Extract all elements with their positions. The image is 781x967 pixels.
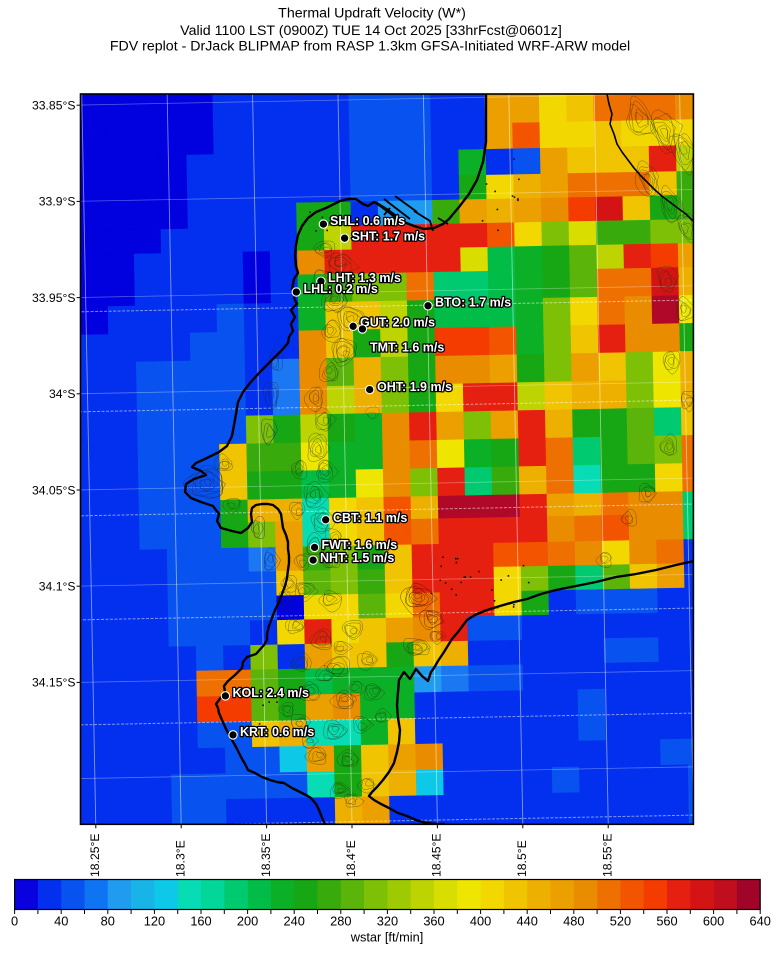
svg-text:NHT: 1.5 m/s: NHT: 1.5 m/s — [320, 551, 394, 565]
svg-text:18.55°E: 18.55°E — [600, 833, 614, 877]
svg-text:33.95°S: 33.95°S — [32, 291, 76, 305]
svg-text:80: 80 — [101, 914, 115, 929]
svg-text:GUT: 2.0 m/s: GUT: 2.0 m/s — [360, 316, 435, 330]
svg-text:40: 40 — [54, 914, 68, 929]
svg-text:18.3°E: 18.3°E — [173, 840, 187, 877]
svg-text:320: 320 — [377, 914, 398, 929]
svg-text:640: 640 — [750, 914, 771, 929]
svg-text:120: 120 — [144, 914, 165, 929]
svg-text:200: 200 — [237, 914, 258, 929]
svg-text:LHL: 0.2 m/s: LHL: 0.2 m/s — [304, 282, 378, 296]
svg-text:Thermal Updraft Velocity (W*): Thermal Updraft Velocity (W*) — [278, 6, 466, 22]
svg-text:160: 160 — [190, 914, 211, 929]
svg-text:KOL: 2.4 m/s: KOL: 2.4 m/s — [233, 686, 309, 700]
svg-text:LHT: 1.3 m/s: LHT: 1.3 m/s — [328, 271, 401, 285]
svg-text:TMT: 1.6 m/s: TMT: 1.6 m/s — [370, 341, 444, 355]
svg-text:280: 280 — [330, 914, 351, 929]
svg-text:33.85°S: 33.85°S — [32, 99, 76, 113]
svg-text:KRT: 0.6 m/s: KRT: 0.6 m/s — [240, 725, 314, 739]
svg-text:18.25°E: 18.25°E — [88, 833, 102, 877]
svg-text:OHT: 1.9 m/s: OHT: 1.9 m/s — [377, 380, 452, 394]
svg-text:Valid 1100 LST (0900Z) TUE 14: Valid 1100 LST (0900Z) TUE 14 Oct 2025 [… — [180, 23, 562, 39]
svg-text:34.05°S: 34.05°S — [32, 483, 76, 497]
svg-text:0: 0 — [11, 914, 18, 929]
svg-text:FWT: 1.6 m/s: FWT: 1.6 m/s — [322, 538, 398, 552]
svg-text:560: 560 — [656, 914, 677, 929]
svg-text:240: 240 — [284, 914, 305, 929]
svg-text:SHL: 0.6 m/s: SHL: 0.6 m/s — [330, 214, 405, 228]
svg-text:34.1°S: 34.1°S — [39, 580, 76, 594]
svg-text:33.9°S: 33.9°S — [39, 195, 76, 209]
svg-text:BTO: 1.7 m/s: BTO: 1.7 m/s — [435, 296, 511, 310]
svg-text:34°S: 34°S — [49, 387, 76, 401]
svg-text:18.4°E: 18.4°E — [344, 840, 358, 877]
svg-text:34.15°S: 34.15°S — [32, 676, 76, 690]
svg-text:18.5°E: 18.5°E — [515, 840, 529, 877]
svg-text:360: 360 — [423, 914, 444, 929]
svg-text:400: 400 — [470, 914, 491, 929]
svg-text:CBT: 1.1 m/s: CBT: 1.1 m/s — [333, 511, 407, 525]
svg-text:440: 440 — [517, 914, 538, 929]
svg-text:18.35°E: 18.35°E — [259, 833, 273, 877]
svg-text:18.45°E: 18.45°E — [430, 833, 444, 877]
svg-text:FDV replot - DrJack BLIPMAP fr: FDV replot - DrJack BLIPMAP from RASP 1.… — [110, 39, 630, 55]
svg-text:wstar [ft/min]: wstar [ft/min] — [350, 930, 424, 945]
svg-text:SHT: 1.7 m/s: SHT: 1.7 m/s — [352, 230, 426, 244]
svg-text:480: 480 — [563, 914, 584, 929]
svg-text:600: 600 — [703, 914, 724, 929]
svg-text:520: 520 — [610, 914, 631, 929]
